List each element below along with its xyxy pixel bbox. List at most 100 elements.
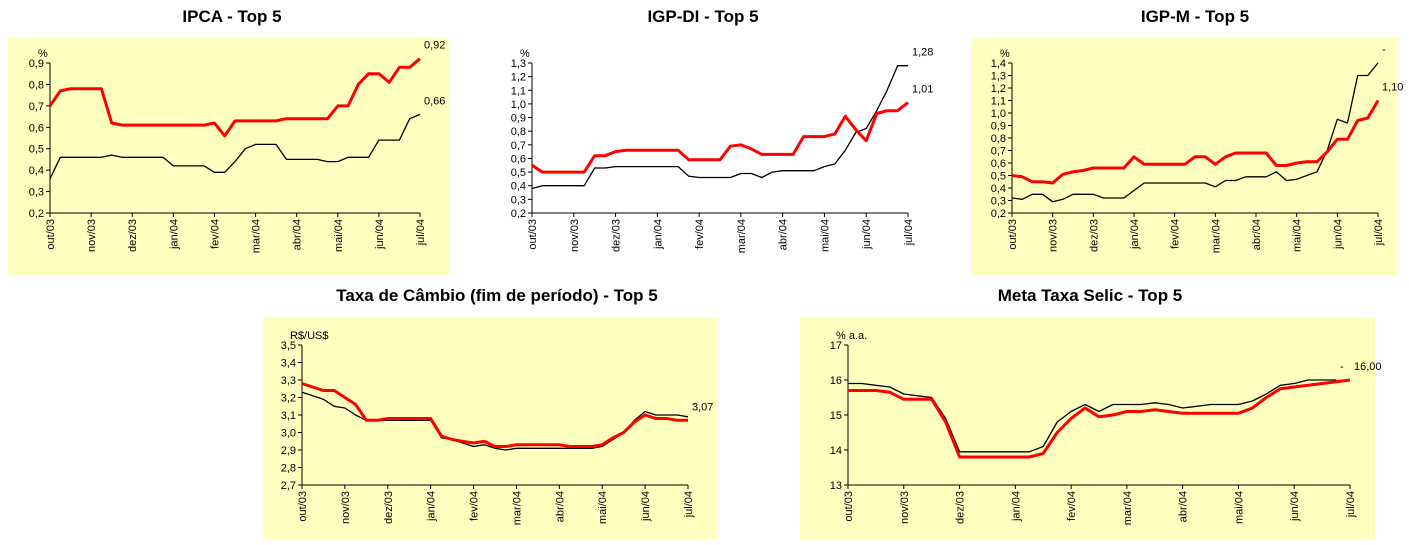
x-tick-label: fev/04 bbox=[694, 219, 706, 249]
y-tick-label: 0,6 bbox=[29, 122, 44, 134]
x-tick-label: mai/04 bbox=[1292, 219, 1304, 252]
x-tick-label: jan/04 bbox=[426, 491, 438, 522]
chart: IGP-M - Top 5%0,20,30,40,50,60,70,80,91,… bbox=[971, 7, 1403, 275]
chart: IGP-DI - Top 5% 0,2 0,30,4 0,5 0,60,7 0,80,9 1… bbox=[511, 7, 934, 253]
y-tick-label: 0,5 bbox=[29, 144, 44, 156]
y-tick-label: 1,3 bbox=[511, 58, 526, 70]
y-tick-label: 0,4 bbox=[991, 183, 1006, 195]
y-tick-label: 1,3 bbox=[991, 71, 1006, 83]
y-tick-label: 0,8 bbox=[29, 79, 44, 91]
y-tick-label: 1,2 bbox=[991, 83, 1006, 95]
end-label: - bbox=[1340, 361, 1344, 373]
y-tick-label: 1,1 bbox=[991, 96, 1006, 108]
y-tick-label: 3,0 bbox=[281, 428, 296, 440]
y-tick-label: 15 bbox=[830, 410, 842, 422]
x-tick-label: abr/04 bbox=[778, 219, 790, 250]
end-label: - bbox=[692, 398, 696, 410]
y-tick-label: 0,8 bbox=[511, 126, 526, 138]
chart-background bbox=[8, 38, 449, 275]
y-tick-label: 0,9 bbox=[29, 58, 44, 70]
y-tick-label: 2,8 bbox=[281, 463, 296, 475]
x-tick-label: mar/04 bbox=[1122, 491, 1134, 525]
x-tick-label: abr/04 bbox=[1251, 219, 1263, 250]
y-tick-label: 1,1 bbox=[511, 85, 526, 97]
y-tick-label: 0,5 bbox=[511, 167, 526, 179]
y-tick-label: 0,2 bbox=[511, 208, 526, 220]
x-tick-label: nov/03 bbox=[340, 491, 352, 524]
x-tick-label: out/03 bbox=[843, 491, 855, 522]
y-axis-unit: % bbox=[1000, 48, 1010, 60]
series-line bbox=[531, 65, 908, 190]
x-tick-label: jan/04 bbox=[1010, 491, 1022, 522]
x-tick-label: mar/04 bbox=[251, 219, 263, 253]
y-tick-label: 2,9 bbox=[281, 445, 296, 457]
x-tick-label: dez/03 bbox=[1088, 219, 1100, 252]
series-line bbox=[301, 382, 688, 448]
y-tick-label: 0,9 bbox=[511, 113, 526, 125]
series-line bbox=[49, 113, 421, 179]
y-tick-label: 0,5 bbox=[991, 171, 1006, 183]
x-tick-label: jun/04 bbox=[374, 219, 386, 250]
x-tick-label: mai/04 bbox=[597, 491, 609, 524]
x-tick-label: mai/04 bbox=[1233, 491, 1245, 524]
y-tick-label: 13 bbox=[830, 480, 842, 492]
chart-title: IGP-DI - Top 5 bbox=[647, 7, 758, 26]
y-tick-label: 0,7 bbox=[511, 140, 526, 152]
y-tick-label: 1,0 bbox=[991, 108, 1006, 120]
y-tick-label: 0,8 bbox=[991, 133, 1006, 145]
end-label: 1,28 bbox=[912, 47, 933, 59]
y-tick-label: 0,3 bbox=[29, 187, 44, 199]
y-tick-label: 0,4 bbox=[511, 181, 526, 193]
x-tick-label: mar/04 bbox=[1210, 219, 1222, 253]
y-tick-label: 0,7 bbox=[991, 146, 1006, 158]
x-tick-label: fev/04 bbox=[1170, 219, 1182, 249]
x-tick-label: out/03 bbox=[527, 219, 539, 250]
x-tick-label: dez/03 bbox=[955, 491, 967, 524]
chart-title: IPCA - Top 5 bbox=[182, 7, 281, 26]
y-tick-label: 17 bbox=[830, 340, 842, 352]
end-label: 0,92 bbox=[424, 40, 445, 52]
end-label: 3,07 bbox=[692, 401, 713, 413]
y-tick-label: 16 bbox=[830, 375, 842, 387]
x-tick-label: jul/04 bbox=[903, 219, 915, 246]
y-tick-label: 0,7 bbox=[29, 101, 44, 113]
y-tick-label: 0,6 bbox=[991, 158, 1006, 170]
x-tick-label: dez/03 bbox=[383, 491, 395, 524]
x-tick-label: jul/04 bbox=[683, 491, 695, 518]
x-tick-label: jan/04 bbox=[652, 219, 664, 250]
y-tick-label: 0,9 bbox=[991, 121, 1006, 133]
y-tick-label: 1,0 bbox=[511, 99, 526, 111]
x-tick-label: fev/04 bbox=[1066, 491, 1078, 521]
x-tick-label: jun/04 bbox=[861, 219, 873, 250]
x-tick-label: abr/04 bbox=[1178, 491, 1190, 522]
x-tick-label: jun/04 bbox=[1289, 491, 1301, 522]
y-tick-label: 0,6 bbox=[511, 153, 526, 165]
chart-title: IGP-M - Top 5 bbox=[1141, 7, 1249, 26]
chart-background bbox=[800, 318, 1375, 540]
y-tick-label: 14 bbox=[830, 445, 842, 457]
x-tick-label: jan/04 bbox=[168, 219, 180, 250]
x-tick-label: abr/04 bbox=[292, 219, 304, 250]
y-tick-label: 3,2 bbox=[281, 393, 296, 405]
end-label: 0,66 bbox=[424, 95, 445, 107]
x-tick-label: mai/04 bbox=[333, 219, 345, 252]
chart: Meta Taxa Selic - Top 5 % a.a. 13 14 15 16 17 o… bbox=[800, 286, 1382, 540]
end-label: - bbox=[1382, 44, 1386, 56]
y-axis-unit: % bbox=[38, 48, 48, 60]
y-tick-label: 3,5 bbox=[281, 340, 296, 352]
end-label: 16,00 bbox=[1354, 361, 1382, 373]
end-label: 1,10 bbox=[1382, 82, 1403, 94]
chart: IPCA - Top 5% 0,2 0,3 0,4 0,5 0,6 0,7 0,8 0,9 out… bbox=[8, 7, 449, 275]
chart-title: Taxa de Câmbio (fim de período) - Top 5 bbox=[336, 286, 657, 305]
x-tick-label: nov/03 bbox=[899, 491, 911, 524]
y-axis-unit: R$/US$ bbox=[290, 330, 329, 342]
y-tick-label: 1,4 bbox=[991, 58, 1006, 70]
x-tick-label: fev/04 bbox=[209, 219, 221, 249]
y-tick-label: 0,2 bbox=[991, 208, 1006, 220]
y-tick-label: 0,2 bbox=[29, 208, 44, 220]
x-tick-label: mar/04 bbox=[511, 491, 523, 525]
y-tick-label: 0,4 bbox=[29, 165, 44, 177]
x-tick-label: mar/04 bbox=[736, 219, 748, 253]
y-tick-label: 2,7 bbox=[281, 480, 296, 492]
